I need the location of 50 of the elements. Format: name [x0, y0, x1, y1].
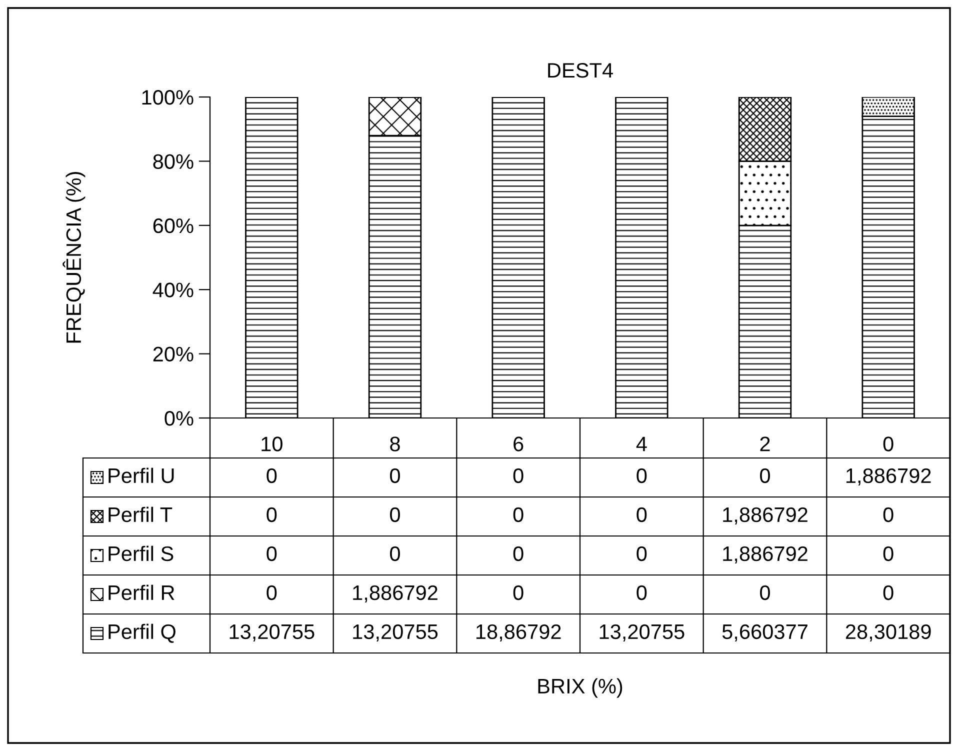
chart-title: DEST4 — [548, 63, 613, 78]
data-label: 0 — [390, 546, 400, 562]
data-label: 0 — [513, 585, 524, 600]
data-label: 5,660377 — [722, 624, 808, 642]
data-label: 0 — [636, 546, 647, 562]
legend-label: Perfil U — [108, 468, 174, 484]
data-label: 0 — [513, 507, 524, 522]
text: BRIX (%) — [538, 678, 622, 698]
y-axis-title: FREQUÊNCIA (%) — [62, 172, 86, 343]
y-tick-label: 40% — [152, 282, 194, 298]
x-tick-label: 4 — [636, 436, 647, 452]
data-label: 13,20755 — [353, 624, 438, 642]
x-tick-label: 2 — [760, 436, 770, 452]
data-label: 0 — [266, 468, 277, 484]
x-tick-label: 8 — [390, 436, 400, 452]
data-label: 0 — [636, 585, 647, 600]
data-label: 0 — [513, 468, 524, 484]
data-label: 1,886792 — [846, 468, 931, 486]
legend-label: Perfil Q — [108, 624, 176, 643]
y-tick-label: 100% — [142, 90, 194, 105]
data-label: 0 — [266, 507, 277, 522]
y-tick-label: 60% — [153, 218, 194, 234]
data-label: 0 — [760, 468, 770, 484]
legend-label: Perfil R — [108, 584, 174, 600]
data-label: 0 — [390, 507, 400, 522]
legend-label: Perfil T — [108, 506, 172, 522]
data-label: 0 — [883, 507, 894, 522]
data-label: 0 — [883, 546, 894, 562]
data-label: 18,86792 — [476, 624, 561, 642]
data-label: 13,20755 — [600, 624, 684, 642]
data-label: 1,886792 — [353, 585, 438, 603]
data-label: 0 — [266, 585, 277, 600]
data-label: 13,20755 — [230, 624, 314, 642]
data-label: 0 — [636, 507, 647, 522]
x-tick-label: 10 — [262, 436, 282, 452]
data-label: 0 — [883, 585, 894, 600]
y-tick-label: 80% — [153, 154, 194, 169]
data-label: 0 — [513, 546, 524, 562]
y-tick-label: 20% — [153, 346, 194, 362]
x-tick-label: 0 — [883, 436, 894, 452]
data-label: 28,30189 — [846, 624, 931, 642]
data-label: 0 — [390, 468, 400, 484]
data-label: 0 — [266, 546, 277, 562]
y-tick-label: 0% — [164, 411, 194, 426]
data-label: 0 — [760, 585, 770, 600]
data-label: 0 — [636, 468, 647, 484]
legend-label: Perfil S — [108, 546, 174, 562]
data-label: 1,886792 — [723, 507, 808, 525]
data-label: 1,886792 — [723, 546, 808, 564]
x-tick-label: 6 — [514, 436, 524, 452]
